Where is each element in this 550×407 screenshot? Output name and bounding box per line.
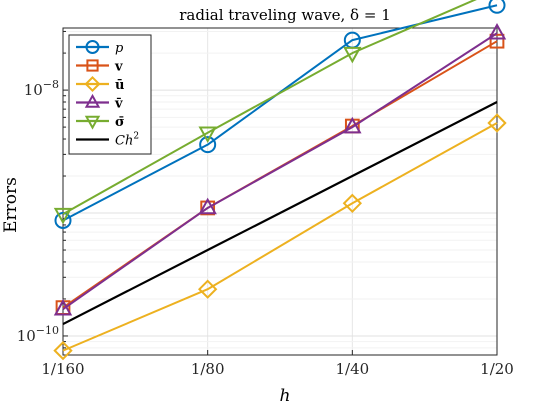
plot-frame	[62, 27, 498, 356]
legend-item: p	[76, 40, 124, 56]
x-tick-label: 1/20	[480, 360, 514, 378]
legend-item: v	[76, 59, 123, 75]
axes-frame	[62, 27, 498, 356]
x-axis-label: h	[280, 386, 291, 406]
y-axis-label: Errors	[1, 177, 21, 233]
series-line	[62, 32, 498, 311]
x-tick-label: 1/160	[41, 360, 84, 378]
data-point	[198, 126, 217, 144]
data-point	[53, 298, 73, 316]
data-point	[343, 46, 362, 64]
x-tick-label: 1/40	[335, 360, 369, 378]
legend-label: ū	[115, 78, 124, 93]
legend-label: σ̄	[115, 115, 125, 130]
x-tick-label: 1/80	[191, 360, 225, 378]
y-tick-label: 10−10	[17, 324, 59, 345]
chart-title: radial traveling wave, δ = 1	[179, 6, 391, 24]
data-point	[343, 116, 362, 134]
data-point	[84, 115, 101, 130]
data-point	[198, 197, 217, 215]
tick-labels: 1/160 1/80 1/40 1/20 10−8 10−10	[17, 78, 514, 378]
data-point	[489, 33, 505, 49]
data-point	[488, 0, 506, 14]
grid-lines	[62, 28, 498, 355]
legend-label: v	[114, 60, 123, 75]
series-layer	[53, 0, 507, 361]
data-point	[53, 207, 73, 225]
legend-label: Ch2	[115, 132, 139, 149]
series-reference	[62, 101, 498, 326]
legend-box	[68, 34, 152, 155]
data-point	[84, 75, 101, 93]
legend-label: v̄	[114, 97, 123, 112]
data-point	[86, 59, 99, 72]
legend-item: Ch2	[76, 132, 139, 149]
data-point	[85, 40, 100, 54]
data-point	[487, 22, 507, 40]
data-point	[199, 136, 217, 154]
series-triangle-up	[53, 22, 507, 316]
series-line	[62, 101, 498, 326]
series-line	[62, 122, 498, 352]
data-point	[342, 193, 362, 213]
series-line	[62, 0, 477, 215]
data-point	[487, 113, 507, 133]
data-point	[53, 340, 73, 361]
legend: pvū v̄ σ̄ Ch2	[68, 34, 152, 155]
series-triangle-down	[53, 0, 498, 225]
data-point	[198, 279, 218, 299]
series-diamond	[53, 113, 507, 361]
y-tick-label: 10−8	[24, 78, 59, 99]
legend-item: v̄	[76, 93, 123, 112]
data-point	[84, 93, 101, 108]
legend-item: σ̄	[76, 115, 125, 130]
legend-item: ū	[76, 75, 124, 93]
legend-label: p	[115, 41, 124, 56]
